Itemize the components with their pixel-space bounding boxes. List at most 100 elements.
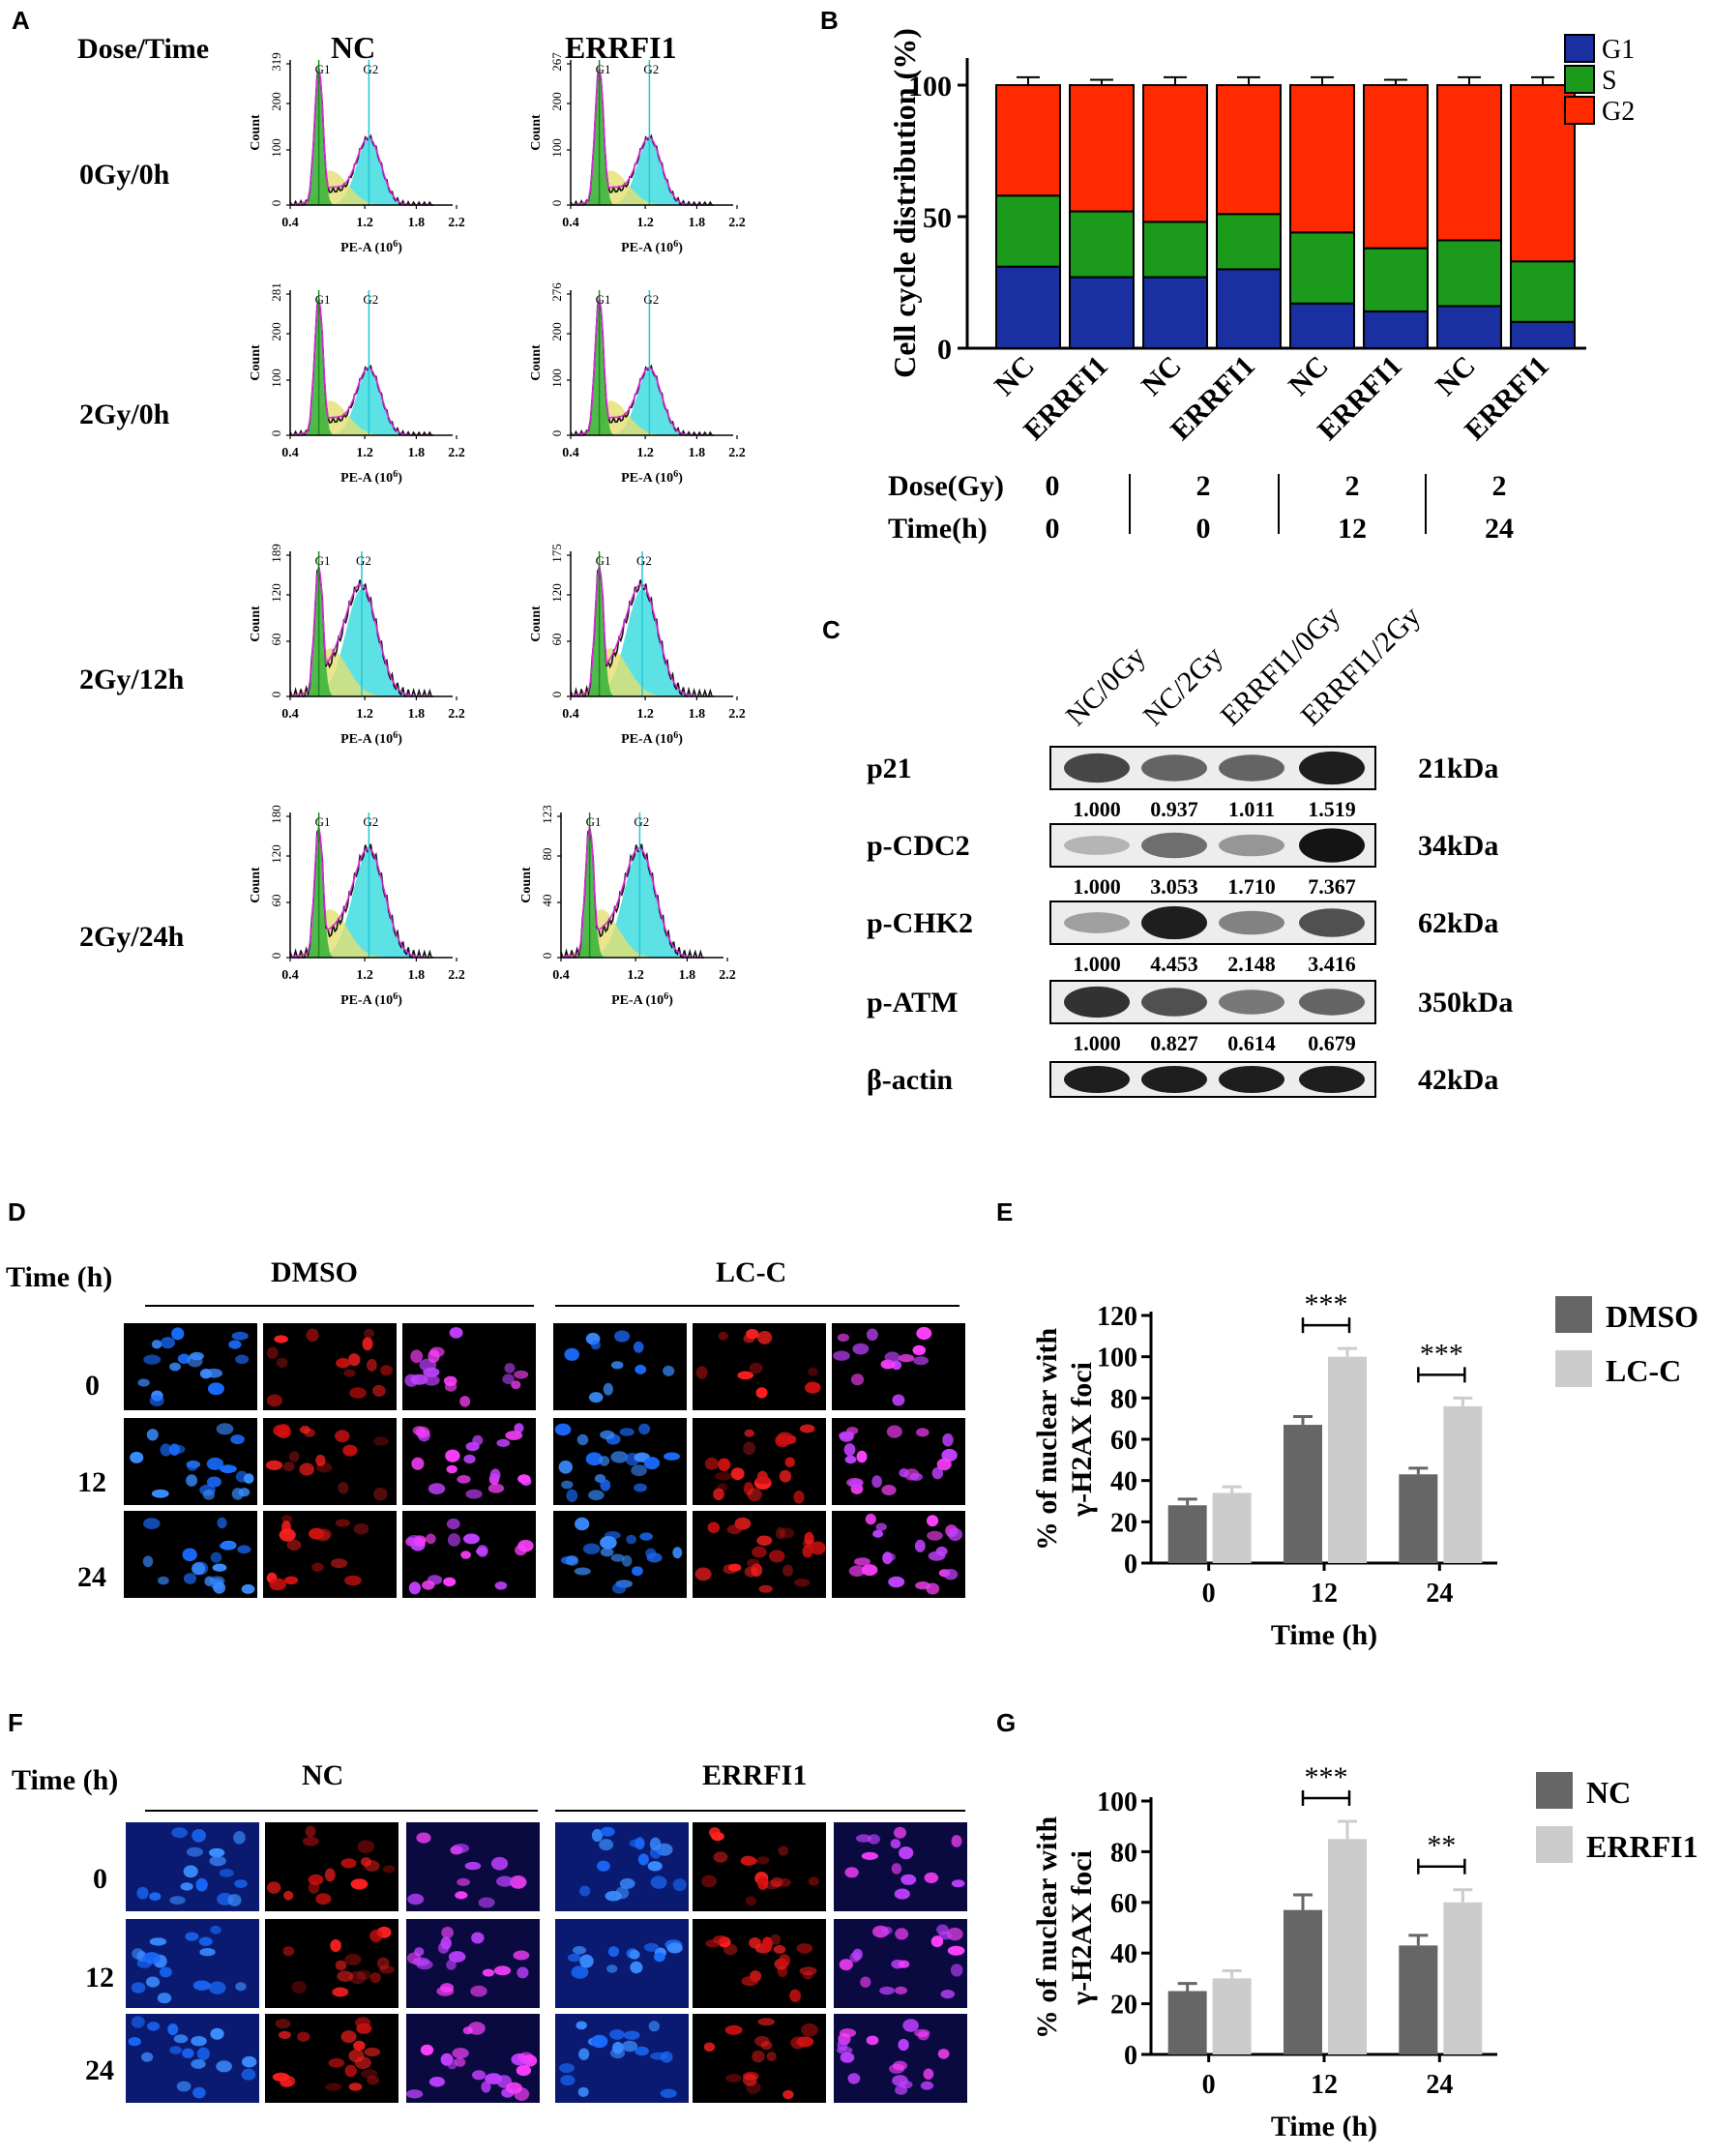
bar-nc-12 [1284, 1909, 1322, 2054]
y-tick: 40 [1110, 1939, 1137, 1969]
legend-label: NC [1586, 1775, 1631, 1810]
panel-f-header: Time (h) NC ERRFI1 0 12 24 [12, 1759, 965, 2086]
molecular-weight-label: 350kDa [1418, 987, 1513, 1019]
histogram-3-0: G1 G2 0 60 120 180 Count 0.4 1.2 1.8 2.2 PE-A (106) [249, 805, 465, 1008]
y-axis-label-line1: % of nuclear with [1031, 1816, 1063, 2040]
x-tick-label: 1.2 [356, 707, 373, 722]
protein-band [1299, 751, 1365, 785]
y-tick-label: 0 [269, 430, 283, 437]
x-tick-label: 1.8 [679, 968, 696, 983]
time-label-b: Time(h) [888, 513, 988, 545]
y-tick-label: 120 [269, 583, 283, 603]
micrograph-2-2 [405, 2014, 540, 2103]
x-tick-b: NC [1136, 350, 1188, 402]
y-tick: 40 [1110, 1467, 1137, 1497]
g2-peak-area [571, 138, 714, 205]
protein-band [1219, 910, 1284, 935]
bar-g1-0 [995, 265, 1061, 349]
micrograph-0-0 [124, 1323, 257, 1410]
bar-nc-24 [1399, 1945, 1438, 2054]
protein-band [1299, 908, 1365, 937]
group-label-nc: NC [302, 1759, 343, 1791]
y-tick: 80 [1110, 1838, 1137, 1868]
micrograph-1-3 [553, 1418, 687, 1505]
micrograph-2-3 [555, 2014, 689, 2103]
bar-dmso-24 [1399, 1474, 1438, 1563]
peak-label-g1: G1 [315, 62, 331, 76]
micrograph-2-5 [832, 1511, 965, 1598]
protein-band [1299, 828, 1365, 863]
x-tick-label: 2.2 [448, 446, 465, 460]
bar-nc-0 [1167, 1991, 1207, 2054]
densitometry-value: 4.453 [1150, 952, 1198, 976]
y-tick-label: 0 [269, 953, 283, 960]
densitometry-value: 0.827 [1150, 1031, 1198, 1055]
y-tick-label: 276 [549, 282, 564, 302]
y-tick-label: 123 [540, 805, 554, 824]
chart-g-h2ax-foci: 0 20 40 60 80 100 % of nuclear with γ-H2AX foci… [1031, 1761, 1698, 2142]
x-tick-label: 2.2 [728, 707, 746, 722]
protein-band [1219, 989, 1284, 1015]
y-tick: 0 [1124, 1550, 1137, 1580]
x-axis-label-pe-a: PE-A (106) [340, 469, 402, 487]
micrograph-1-0 [126, 1919, 259, 2008]
micrograph-1-5 [832, 1418, 965, 1505]
micrograph-2-0 [126, 2014, 259, 2103]
x-tick-label: 2.2 [728, 446, 746, 460]
micrograph-0-4 [693, 1822, 826, 1911]
x-tick: 24 [1426, 2070, 1453, 2100]
x-tick-label: 1.8 [408, 216, 426, 230]
micrograph-0-3 [553, 1323, 687, 1410]
x-tick-label: 1.2 [636, 446, 654, 460]
y-tick: 20 [1110, 1991, 1137, 2021]
x-axis-label-pe-a: PE-A (106) [340, 730, 402, 748]
protein-band [1064, 986, 1130, 1019]
g2-peak-area [290, 849, 433, 958]
row-label-2gy-12h: 2Gy/12h [79, 664, 185, 695]
protein-band [1141, 754, 1207, 782]
bar-g1-3 [1216, 268, 1282, 349]
micrograph-1-1 [265, 1919, 398, 2008]
y-axis-label-count: Count [249, 344, 263, 381]
bar-s-2 [1142, 221, 1208, 279]
micrograph-0-5 [834, 1822, 967, 1911]
densitometry-value: 1.710 [1227, 874, 1276, 899]
column-header-nc: NC [331, 30, 375, 65]
y-tick-label: 120 [549, 583, 564, 603]
model-fit-curve [289, 826, 433, 959]
lane-label: NC/2Gy [1137, 640, 1229, 732]
x-tick-label: 1.8 [689, 707, 706, 722]
bar-s-6 [1436, 239, 1502, 308]
protein-band [1219, 754, 1284, 782]
x-tick-label: 1.8 [689, 216, 706, 230]
flow-histogram-grid: G1 G2 0 100 200 319 Count 0.4 1.2 1.8 2.2 PE-A (106… [249, 52, 746, 1008]
significance-marker: ** [1427, 1830, 1456, 1862]
bar-g1-2 [1142, 276, 1208, 349]
y-axis-label-count: Count [249, 605, 263, 642]
g2-peak-area [290, 369, 433, 435]
histogram-2-1: G1 G2 0 60 120 175 Count 0.4 1.2 1.8 2.2 PE-A (106) [529, 544, 746, 747]
protein-band [1064, 753, 1130, 783]
protein-label: p-CHK2 [867, 907, 973, 939]
x-axis-label-pe-a: PE-A (106) [340, 991, 402, 1009]
y-tick-label: 175 [549, 544, 564, 563]
y-tick: 100 [1097, 1344, 1137, 1373]
legend-label-s: S [1602, 66, 1617, 96]
legend-label-g2: G2 [1602, 97, 1635, 127]
y-tick-label: 267 [549, 52, 564, 72]
densitometry-value: 0.679 [1308, 1031, 1356, 1055]
x-tick-label: 1.2 [627, 968, 644, 983]
y-tick-label: 0 [549, 200, 564, 207]
x-tick-label: 0.4 [281, 968, 299, 983]
x-tick-label: 2.2 [728, 216, 746, 230]
micrograph-0-4 [693, 1323, 826, 1410]
bar-s-7 [1510, 260, 1576, 323]
legend-swatch-g2 [1564, 96, 1595, 125]
g2-peak-area [561, 849, 704, 958]
x-axis-label-pe-a: PE-A (106) [621, 730, 683, 748]
peak-label-g1: G1 [586, 814, 602, 829]
protein-band [1064, 836, 1130, 855]
y-tick-label: 60 [549, 634, 564, 646]
histogram-3-1: G1 G2 0 40 80 123 Count 0.4 1.2 1.8 2.2 PE-A (106) [519, 805, 736, 1008]
